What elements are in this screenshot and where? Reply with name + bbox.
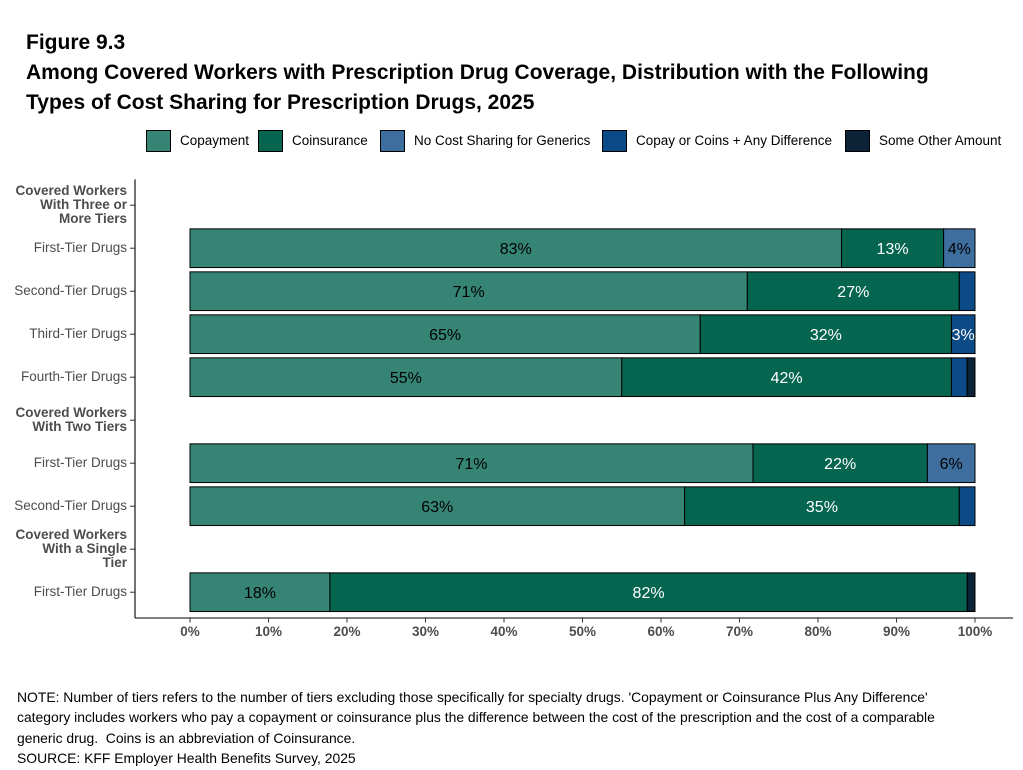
legend: Copayment Coinsurance No Cost Sharing for …	[0, 129, 1023, 153]
y-axis-label: First-Tier Drugs	[33, 584, 127, 600]
footnotes: NOTE: Number of tiers refers to the numb…	[17, 687, 935, 768]
bar-segment-coinsurance	[841, 228, 945, 269]
bar-segment-copay-or-coins-any-difference	[958, 271, 976, 312]
legend-key-copayment	[146, 130, 171, 152]
y-axis-label: Second-Tier Drugs	[14, 283, 127, 299]
legend-key-no-cost-sharing-for-generics	[380, 130, 405, 152]
bar-segment-coinsurance	[621, 357, 952, 398]
legend-item-copayment: Copayment	[146, 129, 249, 153]
bar-segment-copayment	[189, 228, 843, 269]
y-axis-label: First-Tier Drugs	[33, 240, 127, 256]
bar-segment-copayment	[189, 486, 686, 527]
legend-key-some-other-amount	[845, 130, 870, 152]
group-header-label: Covered Workers With a Single Tier	[15, 527, 127, 571]
legend-label: Copay or Coins + Any Difference	[636, 133, 832, 148]
bar-segment-copayment	[189, 271, 748, 312]
data-label-copay-or-coins-any-difference: 3%	[952, 327, 975, 344]
y-axis-label: Third-Tier Drugs	[29, 326, 127, 342]
legend-label: Copayment	[180, 133, 250, 148]
bar-segment-copayment	[189, 357, 623, 398]
y-axis-label: First-Tier Drugs	[33, 455, 127, 471]
x-tick-label: 40%	[490, 624, 518, 639]
legend-label: Coinsurance	[292, 133, 368, 148]
legend-item-no-cost-sharing-for-generics: No Cost Sharing for Generics	[380, 129, 590, 153]
chart-title: Among Covered Workers with Prescription …	[26, 61, 929, 114]
data-label-coinsurance: 22%	[824, 456, 856, 473]
note-text: NOTE: Number of tiers refers to the numb…	[17, 689, 935, 746]
bar-segment-no-cost-sharing-for-generics	[943, 228, 976, 269]
legend-item-copay-or-coins-any-difference: Copay or Coins + Any Difference	[602, 129, 832, 153]
y-axis-label: Fourth-Tier Drugs	[20, 369, 127, 385]
x-tick-label: 50%	[568, 624, 597, 639]
data-label-coinsurance: 32%	[810, 327, 842, 344]
bar-segment-coinsurance	[752, 443, 928, 484]
bar-segment-some-other-amount	[966, 572, 976, 613]
legend-key-coinsurance	[258, 130, 283, 152]
x-tick-label: 80%	[804, 624, 832, 639]
data-label-copayment: 71%	[453, 284, 485, 301]
data-labels: 83% 13% 4% 71% 27% 65% 32% 3% 55% 42% 71% 22% 6% 63% 3…	[244, 241, 975, 602]
source-text: SOURCE: KFF Employer Health Benefits Sur…	[17, 749, 356, 766]
bar-segment-coinsurance	[699, 314, 952, 355]
axes	[130, 179, 1013, 623]
data-label-coinsurance: 27%	[837, 284, 869, 301]
x-tick-label: 70%	[725, 624, 754, 639]
bar-segment-copay-or-coins-any-difference	[950, 357, 968, 398]
data-label-coinsurance: 13%	[877, 241, 909, 258]
y-axis-label: Second-Tier Drugs	[14, 498, 127, 514]
data-label-coinsurance: 42%	[771, 370, 803, 387]
legend-key-copay-or-coins-any-difference	[602, 130, 627, 152]
group-header-label: Covered Workers With Three or More Tiers	[15, 183, 127, 227]
x-tick-label: 10%	[254, 624, 283, 639]
legend-label: No Cost Sharing for Generics	[414, 133, 591, 148]
bar-segment-copayment	[189, 314, 701, 355]
bar-segment-no-cost-sharing-for-generics	[926, 443, 976, 484]
data-label-coinsurance: 35%	[806, 499, 838, 516]
bar-segment-copayment	[189, 572, 331, 613]
x-tick-label: 60%	[647, 624, 675, 639]
legend-label: Some Other Amount	[879, 133, 1002, 148]
data-label-no-cost-sharing-for-generics: 4%	[948, 241, 971, 258]
bar-segment-copayment	[189, 443, 754, 484]
bars	[189, 228, 976, 613]
data-label-copayment: 71%	[455, 456, 487, 473]
x-tick-label: 90%	[882, 624, 911, 639]
data-label-coinsurance: 82%	[633, 585, 665, 602]
data-label-no-cost-sharing-for-generics: 6%	[940, 456, 963, 473]
x-tick-label: 100%	[957, 624, 993, 639]
data-label-copayment: 63%	[421, 499, 453, 516]
bar-segment-coinsurance	[329, 572, 968, 613]
bar-segment-copay-or-coins-any-difference	[950, 314, 976, 355]
data-label-copayment: 55%	[390, 370, 422, 387]
x-tick-label: 20%	[333, 624, 361, 639]
x-tick-label: 30%	[411, 624, 440, 639]
bar-segment-some-other-amount	[966, 357, 976, 398]
x-tick-label: 0%	[180, 624, 200, 639]
figure-label: Figure 9.3	[26, 31, 126, 54]
legend-item-some-other-amount: Some Other Amount	[845, 129, 1001, 153]
bar-segment-coinsurance	[746, 271, 960, 312]
data-label-copayment: 83%	[500, 241, 532, 258]
bar-segment-copay-or-coins-any-difference	[958, 486, 976, 527]
legend-item-coinsurance: Coinsurance	[258, 129, 368, 153]
data-label-copayment: 65%	[429, 327, 461, 344]
bar-segment-coinsurance	[684, 486, 960, 527]
group-header-label: Covered Workers With Two Tiers	[15, 405, 127, 435]
data-label-copayment: 18%	[244, 585, 276, 602]
